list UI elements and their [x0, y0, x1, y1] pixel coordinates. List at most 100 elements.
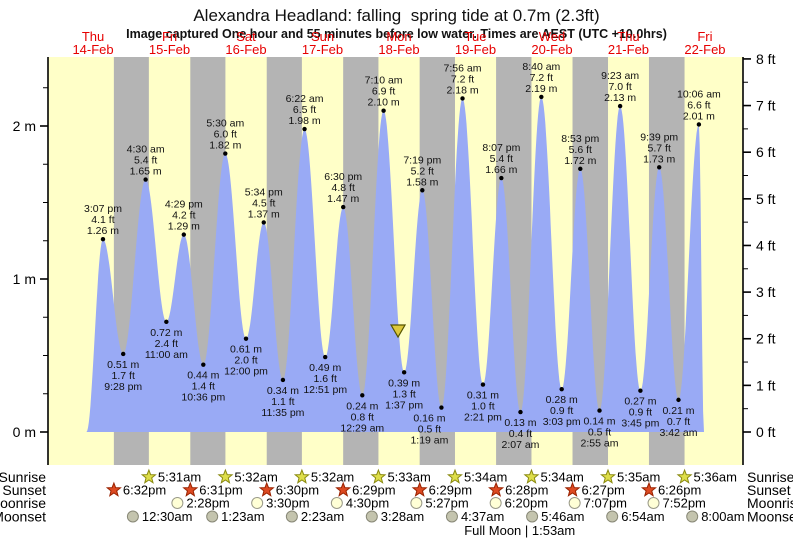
row-label-right-sunrise: Sunrise [747, 469, 793, 485]
high-tide-annotation-line: 1.66 m [485, 164, 517, 176]
low-tide-annotation-line: 0.5 ft [588, 427, 611, 439]
high-tide-annotation-line: 7:19 pm [403, 154, 441, 166]
moonset-circle-icon [285, 510, 298, 523]
tide-point-dot [518, 409, 523, 415]
sunrise-time: 5:34am [540, 470, 583, 485]
moonset-circle-icon [526, 510, 539, 523]
tide-point-dot [323, 354, 328, 360]
sunset-star-icon [258, 481, 275, 497]
chart-title: Alexandra Headland: falling spring tide … [193, 6, 600, 25]
moonrise-circle-icon [251, 497, 264, 509]
high-tide-annotation-line: 5:34 pm [245, 186, 283, 198]
moonrise-time: 7:52pm [663, 496, 706, 511]
tide-point-dot [439, 405, 444, 410]
sunrise-star-icon [676, 468, 693, 484]
row-label-left-moonrise: Moonrise [0, 495, 46, 511]
high-tide-annotation-line: 1.47 m [327, 193, 359, 205]
sunset-star-icon [411, 481, 428, 497]
day-label-date: 17-Feb [302, 42, 343, 57]
low-tide-annotation-line: 0.16 m [413, 413, 445, 425]
high-tide-annotation-line: 4.2 ft [172, 210, 195, 222]
tide-point-dot [696, 122, 702, 127]
full-moon-label: Full Moon | 1:53am [464, 523, 575, 538]
sunrise-time: 5:32am [311, 470, 354, 485]
low-tide-annotation-line: 1.6 ft [314, 373, 337, 385]
high-tide-annotation-line: 1.98 m [288, 115, 320, 127]
day-label-dow: Mon [386, 29, 411, 44]
tide-point-dot [559, 386, 564, 392]
low-tide-annotation-line: 1.4 ft [192, 381, 215, 393]
right-axis-tick-label: 7 ft [756, 98, 776, 114]
high-tide-annotation-line: 7:56 am [444, 62, 482, 74]
high-tide-annotation-line: 7.0 ft [608, 81, 631, 93]
low-tide-annotation-line: 1.0 ft [471, 401, 494, 413]
low-tide-annotation-line: 1:19 am [410, 435, 448, 447]
sunrise-star-icon [523, 468, 540, 484]
tide-point-dot [676, 397, 681, 403]
current-time-marker-icon [389, 324, 407, 339]
high-tide-annotation-line: 7:10 am [365, 75, 403, 87]
sunset-star-icon [335, 481, 352, 497]
left-axis-tick-label: 1 m [13, 271, 36, 287]
tide-point-dot [280, 377, 286, 383]
high-tide-annotation-line: 3:07 pm [84, 203, 122, 215]
row-label-left-moonset: Moonset [0, 509, 46, 525]
low-tide-annotation-line: 1:37 pm [385, 399, 423, 411]
tide-point-dot [578, 166, 583, 172]
low-tide-annotation-line: 0.61 m [230, 344, 262, 356]
left-axis-tick-label: 2 m [13, 118, 36, 134]
tide-point-dot [243, 336, 249, 341]
sunrise-star-icon [600, 468, 617, 484]
moonrise-time: 3:30pm [266, 496, 309, 511]
low-tide-annotation-line: 0.4 ft [509, 428, 532, 440]
low-tide-annotation-line: 3:45 pm [621, 418, 659, 430]
low-tide-annotation-line: 1.1 ft [271, 396, 294, 408]
high-tide-annotation-line: 9:39 pm [640, 131, 678, 143]
row-label-left-sunset: Sunset [2, 482, 46, 498]
high-tide-annotation-line: 5.7 ft [648, 142, 671, 154]
low-tide-annotation-line: 0.39 m [388, 377, 420, 389]
sunset-time: 6:26pm [658, 483, 701, 498]
high-tide-annotation-line: 7.2 ft [530, 72, 553, 84]
moonrise-circle-icon [568, 497, 581, 509]
high-tide-annotation-line: 1.65 m [130, 166, 162, 178]
low-tide-annotation-line: 0.8 ft [351, 411, 374, 423]
moonset-time: 5:46am [541, 509, 584, 524]
sunset-time: 6:32pm [123, 483, 166, 498]
high-tide-annotation-line: 2.01 m [683, 110, 715, 122]
sunrise-star-icon [370, 468, 387, 484]
day-label-dow: Thu [82, 29, 104, 44]
day-label-dow: Sun [311, 29, 334, 44]
low-tide-annotation-line: 0.27 m [624, 396, 656, 408]
day-label-date: 16-Feb [225, 42, 266, 57]
tide-point-dot [341, 204, 346, 210]
sunrise-star-icon [140, 468, 157, 484]
high-tide-annotation-line: 6:22 am [286, 93, 324, 105]
low-tide-annotation-line: 0.28 m [546, 394, 578, 406]
low-tide-annotation-line: 12:00 pm [224, 366, 268, 378]
moonset-time: 1:23am [221, 509, 264, 524]
tide-curve-area [86, 96, 704, 433]
high-tide-annotation-line: 1.26 m [87, 225, 119, 237]
moonrise-circle-icon [171, 497, 184, 509]
sunset-star-icon [488, 481, 505, 497]
moonrise-circle-icon [330, 497, 343, 509]
low-tide-annotation-line: 9:28 pm [104, 381, 142, 393]
high-tide-annotation-line: 1.72 m [564, 155, 596, 167]
tide-point-dot [261, 220, 266, 225]
sunset-time: 6:30pm [276, 483, 319, 498]
high-tide-annotation-line: 6.5 ft [293, 104, 316, 116]
low-tide-annotation-line: 12:29 am [340, 422, 384, 434]
high-tide-annotation-line: 5.6 ft [569, 144, 592, 156]
sunrise-time: 5:34am [464, 470, 507, 485]
moonset-time: 2:23am [301, 509, 344, 524]
day-label-date: 22-Feb [684, 42, 725, 57]
day-label-date: 21-Feb [608, 42, 649, 57]
tide-point-dot [460, 96, 465, 101]
low-tide-annotation-line: 0.34 m [267, 385, 299, 397]
high-tide-annotation-line: 2.13 m [604, 92, 636, 104]
low-tide-annotation-line: 2:21 pm [464, 412, 502, 424]
low-tide-annotation-line: 2.0 ft [234, 355, 257, 367]
tide-point-dot [420, 188, 425, 193]
day-label-date: 14-Feb [72, 42, 113, 57]
